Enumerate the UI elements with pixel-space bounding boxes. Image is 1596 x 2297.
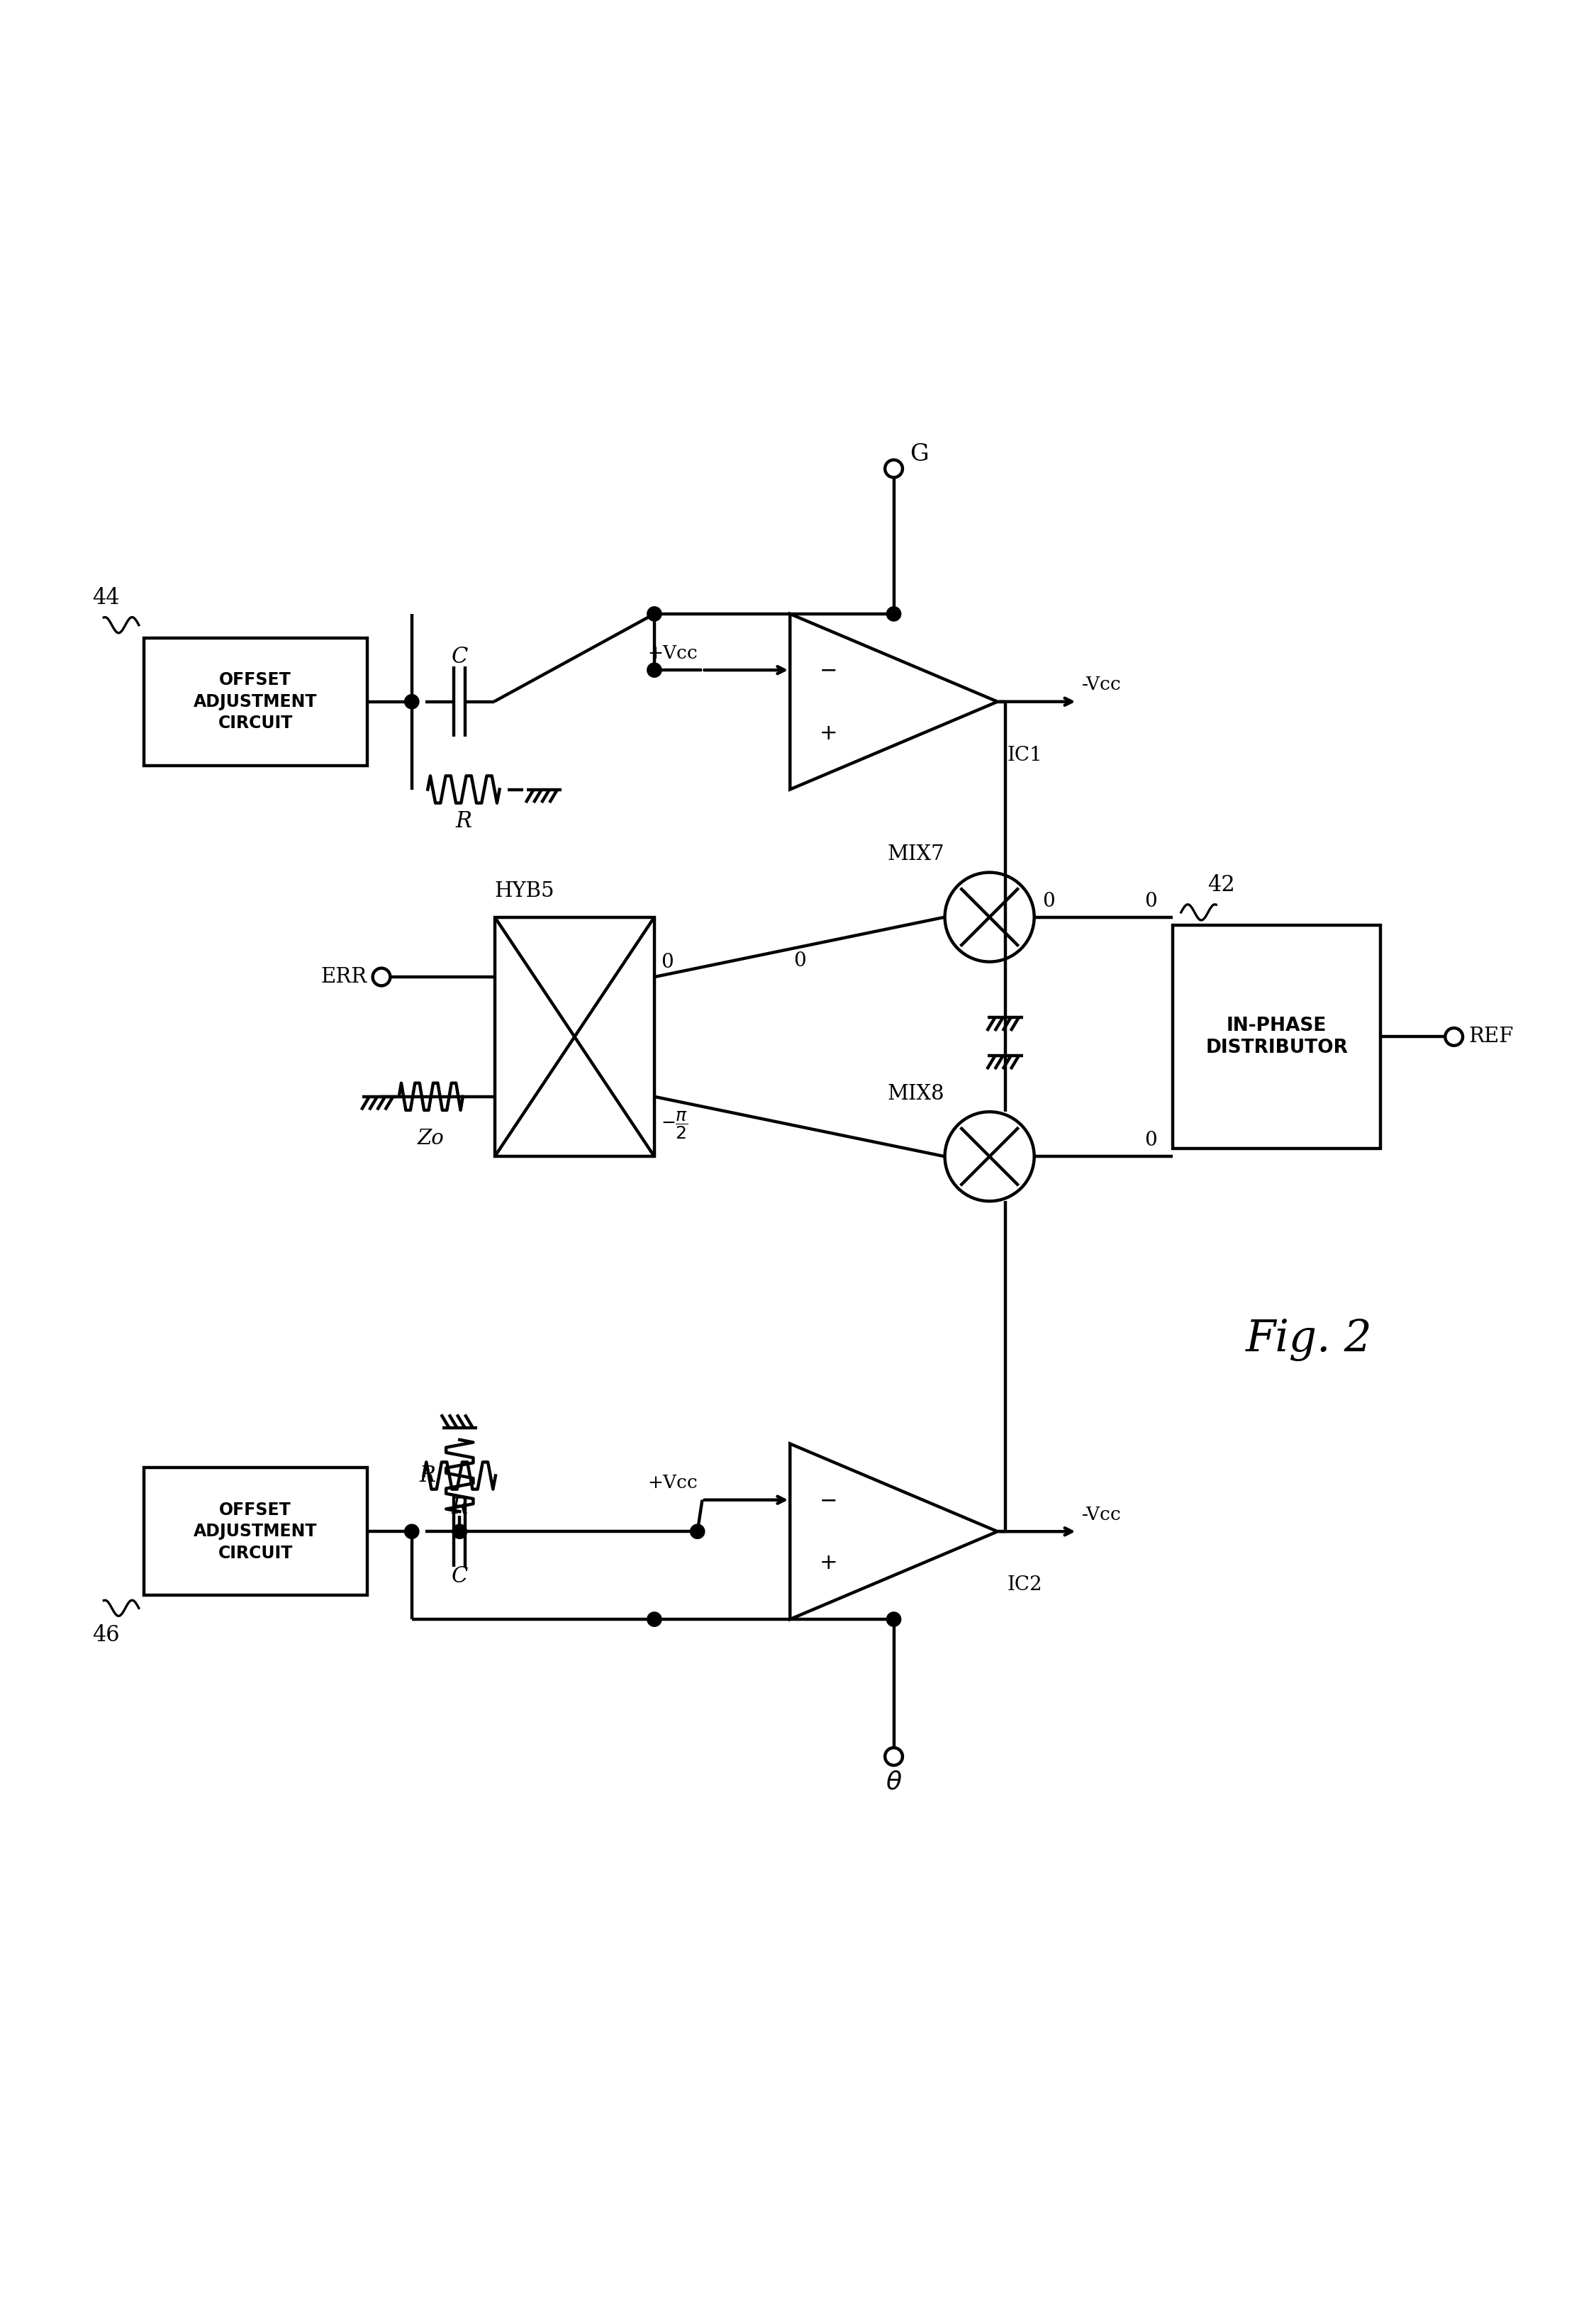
Circle shape (648, 606, 662, 620)
Text: $+$: $+$ (819, 1553, 836, 1573)
Text: REF: REF (1468, 1027, 1513, 1047)
Circle shape (1444, 1029, 1464, 1045)
Text: C: C (452, 645, 468, 668)
Text: $\theta$: $\theta$ (886, 1771, 902, 1794)
Text: ERR: ERR (321, 967, 367, 988)
Text: OFFSET: OFFSET (219, 671, 292, 689)
Circle shape (887, 606, 900, 620)
Text: $-\dfrac{\pi}{2}$: $-\dfrac{\pi}{2}$ (661, 1109, 688, 1142)
Text: 0: 0 (1042, 891, 1055, 910)
Circle shape (405, 1525, 418, 1539)
Text: R: R (452, 1498, 468, 1518)
Text: C: C (452, 1564, 468, 1587)
Text: DISTRIBUTOR: DISTRIBUTOR (1205, 1038, 1349, 1057)
Text: Zo: Zo (418, 1128, 444, 1148)
Text: IC1: IC1 (1007, 747, 1042, 765)
Text: HYB5: HYB5 (495, 882, 555, 900)
Text: 0: 0 (661, 953, 674, 972)
Circle shape (373, 967, 389, 985)
Text: ADJUSTMENT: ADJUSTMENT (193, 694, 318, 710)
Circle shape (689, 1525, 705, 1539)
Text: 46: 46 (93, 1624, 120, 1647)
Text: 44: 44 (93, 588, 120, 609)
Text: 0: 0 (1144, 1130, 1157, 1151)
Bar (1173, 926, 1381, 1148)
Text: +Vcc: +Vcc (648, 1475, 697, 1493)
Circle shape (886, 1748, 903, 1766)
Text: 0: 0 (793, 951, 806, 972)
Text: MIX7: MIX7 (887, 845, 945, 864)
Text: -Vcc: -Vcc (1082, 675, 1122, 694)
Circle shape (887, 1612, 900, 1626)
Text: 42: 42 (1207, 875, 1235, 896)
Text: G: G (910, 443, 929, 466)
Text: -Vcc: -Vcc (1082, 1507, 1122, 1523)
Text: IC2: IC2 (1007, 1576, 1042, 1594)
Circle shape (648, 1612, 662, 1626)
Text: CIRCUIT: CIRCUIT (219, 1544, 292, 1562)
Text: MIX8: MIX8 (887, 1084, 945, 1105)
Circle shape (648, 664, 662, 678)
Text: $-$: $-$ (819, 659, 836, 680)
Text: $-$: $-$ (819, 1488, 836, 1511)
Text: ADJUSTMENT: ADJUSTMENT (193, 1523, 318, 1539)
Text: $+$: $+$ (819, 721, 836, 744)
Circle shape (405, 694, 418, 710)
Text: 0: 0 (1144, 891, 1157, 910)
Text: Fig. 2: Fig. 2 (1245, 1318, 1373, 1362)
Bar (495, 917, 654, 1155)
Circle shape (453, 1525, 466, 1539)
Text: IN-PHASE: IN-PHASE (1227, 1018, 1326, 1036)
Text: +Vcc: +Vcc (648, 645, 697, 662)
Text: OFFSET: OFFSET (219, 1502, 292, 1518)
Text: CIRCUIT: CIRCUIT (219, 714, 292, 733)
Circle shape (886, 459, 903, 478)
Bar (144, 639, 367, 765)
Text: R: R (455, 811, 472, 832)
Text: R: R (420, 1465, 436, 1486)
Bar (144, 1468, 367, 1596)
